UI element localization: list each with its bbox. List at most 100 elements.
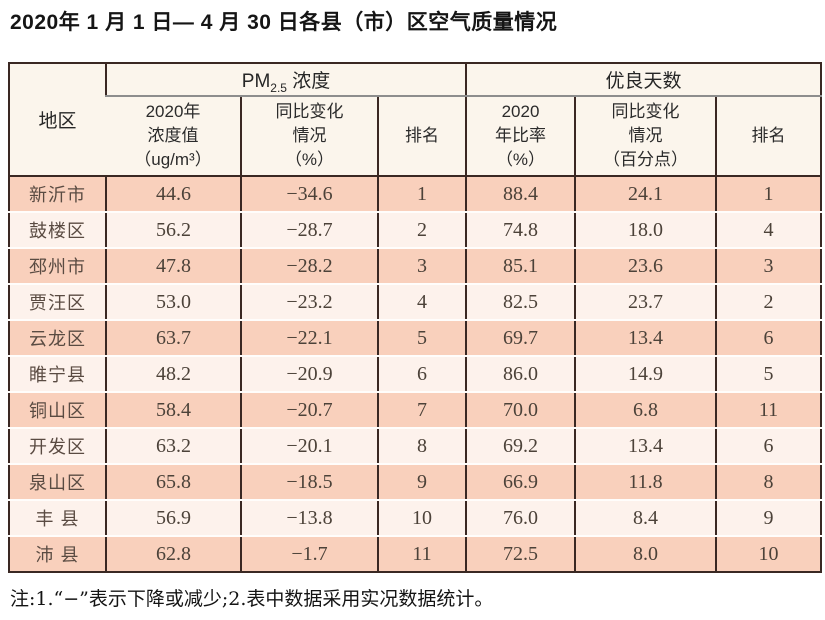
table-header: 地区 PM2.5 浓度 优良天数 2020年 浓度值 （ug/m³） 同比变化 … bbox=[9, 63, 822, 177]
region-cell: 云龙区 bbox=[9, 320, 106, 357]
pm25-subscript: 2.5 bbox=[270, 80, 287, 95]
table-body: 新沂市 44.6 −34.6 1 88.4 24.1 1 鼓楼区 56.2 −2… bbox=[9, 176, 822, 572]
region-cell: 鼓楼区 bbox=[9, 212, 106, 249]
region-cell: 开发区 bbox=[9, 428, 106, 465]
table-row: 鼓楼区 56.2 −28.7 2 74.8 18.0 4 bbox=[9, 212, 822, 249]
table-row: 铜山区 58.4 −20.7 7 70.0 6.8 11 bbox=[9, 392, 822, 429]
good-days-ratio-cell: 74.8 bbox=[465, 212, 575, 249]
good-days-ratio-cell: 72.5 bbox=[465, 536, 575, 572]
good-days-ratio-cell: 66.9 bbox=[465, 464, 575, 501]
good-days-rank-cell: 2 bbox=[714, 284, 822, 321]
good-days-rank-cell: 10 bbox=[714, 536, 822, 572]
header-sub-row: 2020年 浓度值 （ug/m³） 同比变化 情况 （%） 排名 2020 年比… bbox=[9, 96, 822, 177]
pm-value-cell: 65.8 bbox=[105, 464, 241, 501]
pm-change-cell: −20.7 bbox=[240, 392, 378, 429]
table-row: 贾汪区 53.0 −23.2 4 82.5 23.7 2 bbox=[9, 284, 822, 321]
good-days-rank-cell: 11 bbox=[714, 392, 822, 429]
pm-value-cell: 53.0 bbox=[105, 284, 241, 321]
region-cell: 沛 县 bbox=[35, 545, 80, 565]
pm-change-cell: −28.2 bbox=[240, 248, 378, 285]
pm-rank-cell: 2 bbox=[377, 212, 466, 249]
good-days-ratio-cell: 70.0 bbox=[465, 392, 575, 429]
good-days-ratio-cell: 69.2 bbox=[465, 428, 575, 465]
pm-value-cell: 56.2 bbox=[105, 212, 241, 249]
column-header-region: 地区 bbox=[9, 63, 106, 177]
region-cell: 睢宁县 bbox=[9, 356, 106, 393]
region-cell: 贾汪区 bbox=[9, 284, 106, 321]
good-days-rank-cell: 4 bbox=[714, 212, 822, 249]
good-days-change-cell: 18.0 bbox=[574, 212, 716, 249]
pm-value-cell: 48.2 bbox=[105, 356, 241, 393]
good-days-change-cell: 23.7 bbox=[574, 284, 716, 321]
table-row: 邳州市 47.8 −28.2 3 85.1 23.6 3 bbox=[9, 248, 822, 285]
good-days-change-cell: 13.4 bbox=[574, 428, 716, 465]
pm-change-cell: −1.7 bbox=[240, 536, 378, 572]
region-cell: 泉山区 bbox=[9, 464, 106, 501]
pm-change-cell: −28.7 bbox=[240, 212, 378, 249]
pm-rank-cell: 8 bbox=[377, 428, 466, 465]
pm-value-cell: 63.7 bbox=[105, 320, 241, 357]
pm-change-cell: −22.1 bbox=[240, 320, 378, 357]
column-header-gd-ratio: 2020 年比率 （%） bbox=[465, 96, 575, 177]
pm-value-cell: 58.4 bbox=[105, 392, 241, 429]
header-group-row: 地区 PM2.5 浓度 优良天数 bbox=[9, 63, 822, 177]
pm25-label: PM2.5 浓度 bbox=[241, 71, 331, 95]
good-days-change-cell: 8.0 bbox=[574, 536, 716, 572]
pm-rank-cell: 7 bbox=[377, 392, 466, 429]
pm-change-cell: −23.2 bbox=[240, 284, 378, 321]
table-row: 睢宁县 48.2 −20.9 6 86.0 14.9 5 bbox=[9, 356, 822, 393]
good-days-change-cell: 24.1 bbox=[574, 176, 716, 213]
region-cell: 丰 县 bbox=[9, 500, 106, 537]
pm-rank-cell: 9 bbox=[377, 464, 466, 501]
good-days-rank-cell: 8 bbox=[714, 464, 822, 501]
good-days-change-cell: 11.8 bbox=[574, 464, 716, 501]
pm-value-cell: 47.8 bbox=[105, 248, 241, 285]
pm-rank-cell: 5 bbox=[377, 320, 466, 357]
column-header-gd-rank: 排名 bbox=[714, 96, 822, 177]
air-quality-table: 地区 PM2.5 浓度 优良天数 2020年 浓度值 （ug/m³） 同比变化 … bbox=[8, 62, 823, 573]
pm-value-cell: 44.6 bbox=[105, 176, 241, 213]
table-row: 泉山区 65.8 −18.5 9 66.9 11.8 8 bbox=[9, 464, 822, 501]
table-row: 沛 县 62.8 −1.7 11 72.5 8.0 10 bbox=[9, 536, 822, 572]
pm-rank-cell: 4 bbox=[377, 284, 466, 321]
column-group-good-days: 优良天数 bbox=[464, 63, 822, 97]
pm-rank-cell: 11 bbox=[377, 536, 466, 572]
pm-value-cell: 56.9 bbox=[105, 500, 241, 537]
good-days-ratio-cell: 69.7 bbox=[465, 320, 575, 357]
footnote: 注:1.“−”表示下降或减少;2.表中数据采用实况数据统计。 bbox=[10, 588, 494, 610]
pm-rank-cell: 6 bbox=[377, 356, 466, 393]
column-header-gd-change: 同比变化 情况 （百分点） bbox=[574, 96, 716, 177]
pm-change-cell: −20.1 bbox=[240, 428, 378, 465]
table-row: 丰 县 56.9 −13.8 10 76.0 8.4 9 bbox=[9, 500, 822, 537]
pm-change-cell: −13.8 bbox=[240, 500, 378, 537]
pm-rank-cell: 3 bbox=[377, 248, 466, 285]
good-days-rank-cell: 1 bbox=[714, 176, 822, 213]
column-header-pm-rank: 排名 bbox=[377, 96, 466, 177]
good-days-rank-cell: 9 bbox=[714, 500, 822, 537]
good-days-ratio-cell: 85.1 bbox=[465, 248, 575, 285]
good-days-change-cell: 13.4 bbox=[574, 320, 716, 357]
good-days-rank-cell: 5 bbox=[714, 356, 822, 393]
pm-change-cell: −18.5 bbox=[240, 464, 378, 501]
good-days-change-cell: 6.8 bbox=[574, 392, 716, 429]
region-cell: 新沂市 bbox=[9, 176, 106, 213]
table-row: 云龙区 63.7 −22.1 5 69.7 13.4 6 bbox=[9, 320, 822, 357]
good-days-ratio-cell: 86.0 bbox=[465, 356, 575, 393]
good-days-ratio-cell: 76.0 bbox=[465, 500, 575, 537]
table-row: 新沂市 44.6 −34.6 1 88.4 24.1 1 bbox=[9, 176, 822, 213]
pm-value-cell: 62.8 bbox=[105, 536, 241, 572]
region-cell: 邳州市 bbox=[9, 248, 106, 285]
good-days-rank-cell: 6 bbox=[714, 428, 822, 465]
good-days-ratio-cell: 82.5 bbox=[465, 284, 575, 321]
good-days-change-cell: 14.9 bbox=[574, 356, 716, 393]
page-title: 2020年 1 月 1 日— 4 月 30 日各县（市）区空气质量情况 bbox=[10, 11, 558, 34]
column-header-pm-change: 同比变化 情况 （%） bbox=[240, 96, 378, 177]
good-days-rank-cell: 6 bbox=[714, 320, 822, 357]
good-days-ratio-cell: 88.4 bbox=[465, 176, 575, 213]
table-row: 开发区 63.2 −20.1 8 69.2 13.4 6 bbox=[9, 428, 822, 465]
pm-value-cell: 63.2 bbox=[105, 428, 241, 465]
good-days-change-cell: 23.6 bbox=[574, 248, 716, 285]
pm-rank-cell: 1 bbox=[377, 176, 466, 213]
pm-change-cell: −20.9 bbox=[240, 356, 378, 393]
